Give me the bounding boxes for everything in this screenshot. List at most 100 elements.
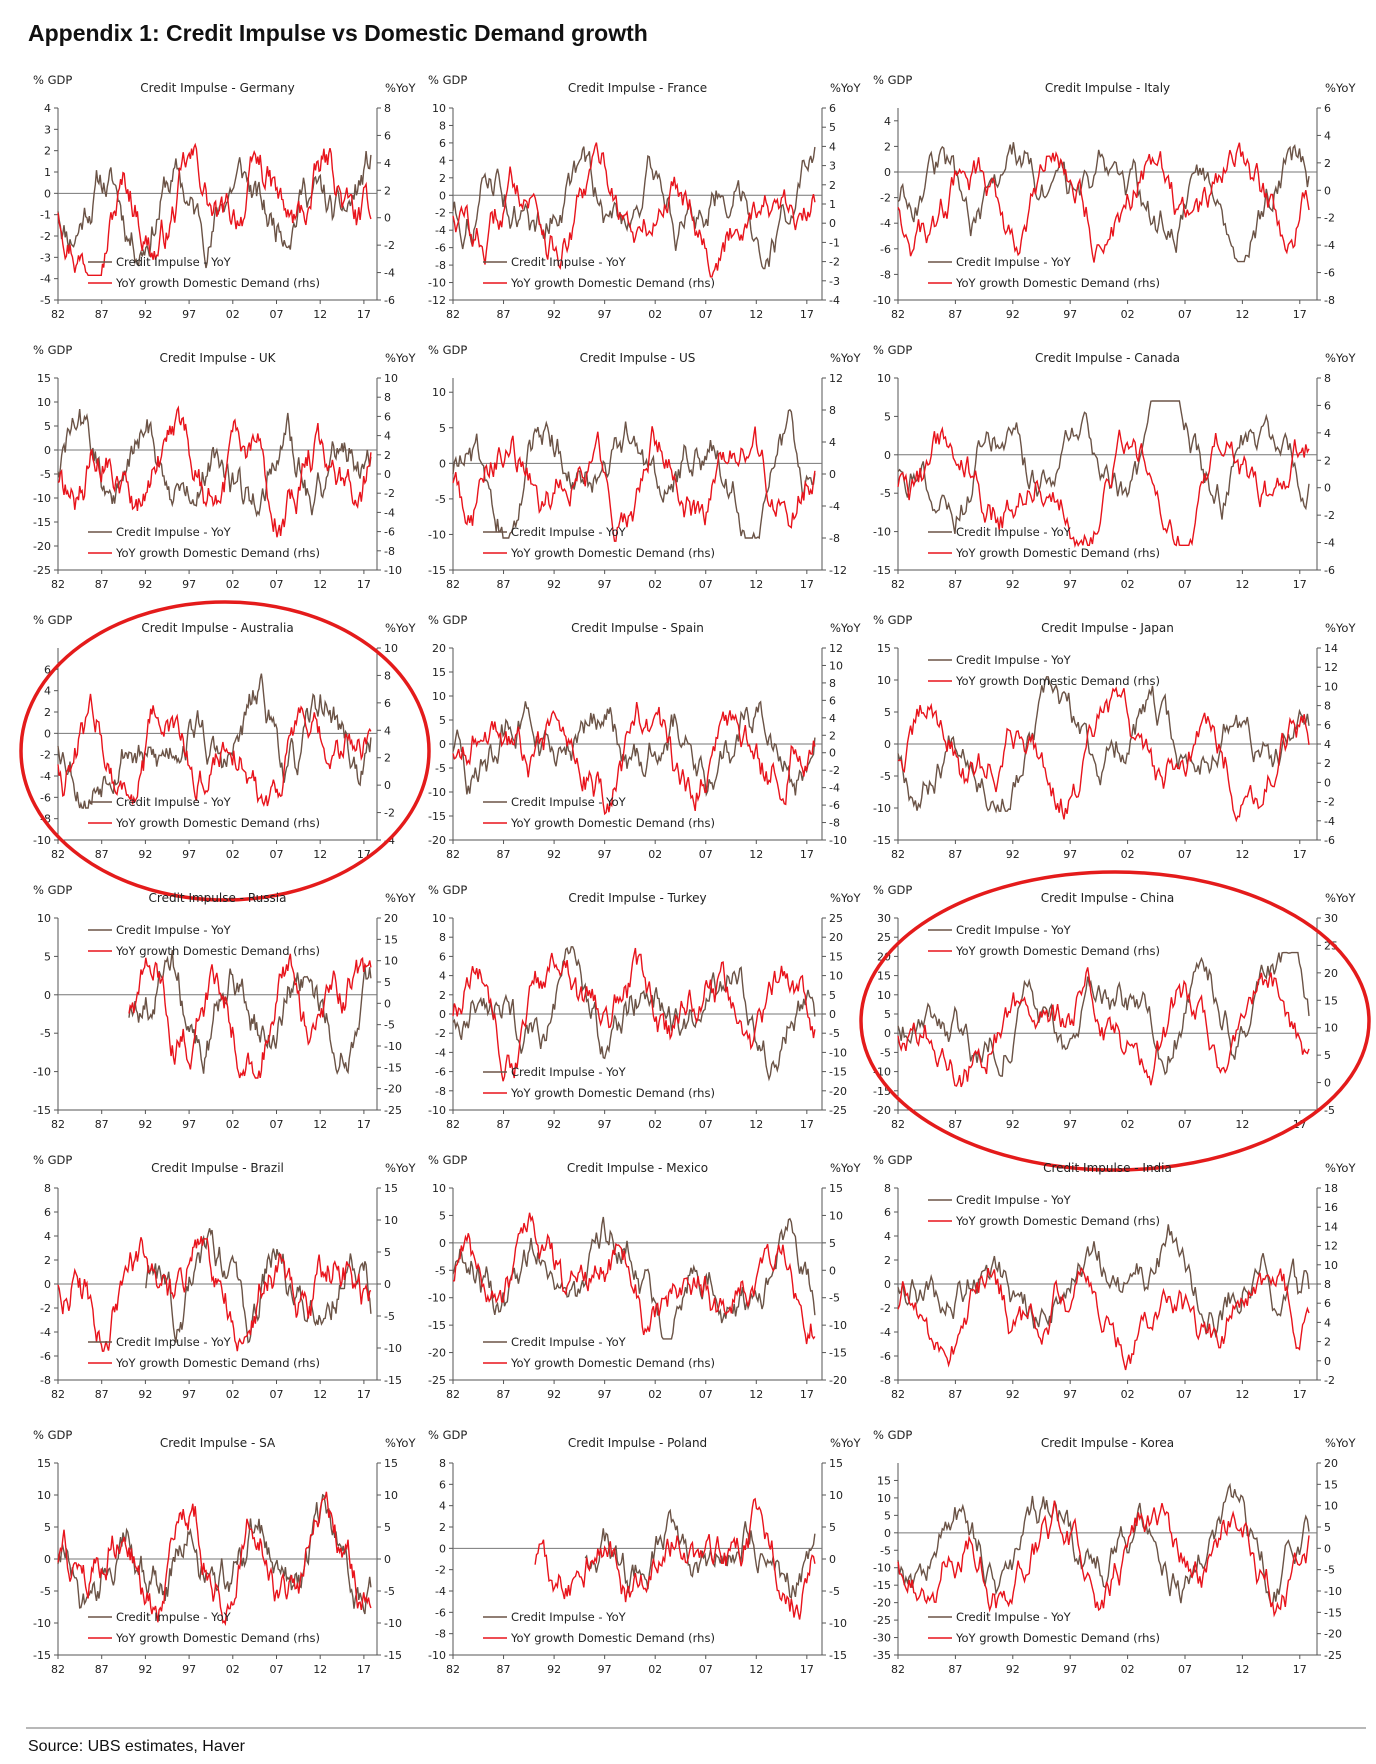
y2-tick-label: 25	[1324, 939, 1338, 952]
y-tick-label: 0	[44, 727, 51, 740]
y2-tick-label: 8	[384, 391, 391, 404]
x-tick-label: 97	[1063, 1663, 1077, 1676]
domestic-demand-line	[897, 686, 1310, 823]
domestic-demand-line	[57, 405, 372, 538]
x-tick-label: 82	[51, 1388, 65, 1401]
y-tick-label: -5	[40, 294, 51, 307]
y2-tick-label: 0	[384, 997, 391, 1010]
y2-tick-label: 2	[1324, 1336, 1331, 1349]
y-tick-label: 4	[439, 1500, 446, 1513]
x-tick-label: 87	[497, 848, 511, 861]
y2-tick-label: 10	[829, 970, 843, 983]
y2-tick-label: -1	[829, 236, 840, 249]
y2-tick-label: 2	[829, 179, 836, 192]
y2-tick-label: 4	[384, 157, 391, 170]
y2-tick-label: -10	[384, 1040, 402, 1053]
x-tick-label: 12	[313, 578, 327, 591]
left-axis-unit: % GDP	[33, 1153, 72, 1167]
chart-title: Credit Impulse - Japan	[1041, 621, 1174, 635]
credit-impulse-line	[452, 146, 816, 270]
x-tick-label: 92	[547, 848, 561, 861]
domestic-demand-line	[452, 1212, 816, 1345]
y2-tick-label: -2	[384, 487, 395, 500]
y-tick-label: 0	[884, 1527, 891, 1540]
legend-demand-label: YoY growth Domestic Demand (rhs)	[955, 944, 1160, 958]
y2-tick-label: 8	[1324, 700, 1331, 713]
y2-tick-label: 6	[384, 410, 391, 423]
y-tick-label: 15	[877, 642, 891, 655]
x-tick-label: 97	[1063, 848, 1077, 861]
x-tick-label: 12	[749, 308, 763, 321]
y2-tick-label: 10	[1324, 1500, 1338, 1513]
y-tick-label: 10	[37, 912, 51, 925]
x-tick-label: 02	[226, 578, 240, 591]
domestic-demand-line	[534, 1497, 816, 1620]
x-tick-label: 12	[749, 578, 763, 591]
y-tick-label: 10	[432, 1182, 446, 1195]
x-tick-label: 07	[1178, 848, 1192, 861]
y-tick-label: -15	[428, 810, 446, 823]
y2-tick-label: 5	[1324, 1521, 1331, 1534]
y-tick-label: -2	[880, 192, 891, 205]
y2-tick-label: -6	[1324, 834, 1335, 847]
y-tick-label: 0	[884, 449, 891, 462]
legend-demand-label: YoY growth Domestic Demand (rhs)	[955, 546, 1160, 560]
chart-turkey: Credit Impulse - Turkey % GDP %YoY -10 -8 -6 -…	[428, 883, 861, 1131]
x-tick-label: 92	[547, 1118, 561, 1131]
y2-tick-label: 10	[1324, 1259, 1338, 1272]
credit-impulse-line	[452, 700, 816, 798]
legend-credit-label: Credit Impulse - YoY	[116, 255, 232, 269]
y-tick-label: 5	[884, 410, 891, 423]
x-tick-label: 07	[699, 1663, 713, 1676]
y-tick-label: -12	[428, 294, 446, 307]
x-tick-label: 82	[51, 578, 65, 591]
right-axis-unit: %YoY	[1325, 351, 1356, 365]
y-tick-label: 30	[877, 912, 891, 925]
right-axis-unit: %YoY	[830, 621, 861, 635]
y-tick-label: -8	[435, 1085, 446, 1098]
y-tick-label: 3	[44, 123, 51, 136]
y-tick-label: -4	[435, 224, 446, 237]
y2-tick-label: 5	[384, 1521, 391, 1534]
legend-demand-label: YoY growth Domestic Demand (rhs)	[115, 546, 320, 560]
legend-credit-label: Credit Impulse - YoY	[116, 1335, 232, 1349]
y2-tick-label: 15	[384, 933, 398, 946]
chart-title: Credit Impulse - Germany	[140, 81, 294, 95]
y2-tick-label: 0	[1324, 482, 1331, 495]
legend-demand-label: YoY growth Domestic Demand (rhs)	[510, 816, 715, 830]
x-tick-label: 92	[138, 848, 152, 861]
x-tick-label: 82	[51, 848, 65, 861]
y-tick-label: 4	[439, 970, 446, 983]
y2-tick-label: 4	[1324, 1316, 1331, 1329]
x-tick-label: 97	[1063, 1118, 1077, 1131]
y2-tick-label: 10	[384, 372, 398, 385]
y-tick-label: -10	[33, 1066, 51, 1079]
y-tick-label: 8	[884, 1182, 891, 1195]
y-tick-label: -5	[435, 1264, 446, 1277]
x-tick-label: 92	[138, 1388, 152, 1401]
legend-credit-label: Credit Impulse - YoY	[511, 1065, 627, 1079]
y-tick-label: -4	[40, 1326, 51, 1339]
credit-impulse-line	[145, 1228, 372, 1344]
chart-china: Credit Impulse - China% GDP%YoY-20-15-10…	[859, 870, 1371, 1172]
y2-tick-label: 5	[829, 1237, 836, 1250]
y-tick-label: 6	[44, 663, 51, 676]
y-tick-label: -6	[40, 1350, 51, 1363]
credit-impulse-line	[897, 142, 1310, 263]
chart-australia: Credit Impulse - Australia% GDP%YoY-10-8…	[19, 600, 431, 902]
credit-impulse-line	[897, 676, 1310, 814]
y-tick-label: 1	[44, 166, 51, 179]
y-tick-label: 5	[439, 1209, 446, 1222]
y2-tick-label: 15	[829, 950, 843, 963]
left-axis-unit: % GDP	[873, 343, 912, 357]
x-tick-label: 92	[138, 1663, 152, 1676]
y2-tick-label: 2	[1324, 157, 1331, 170]
y2-tick-label: 10	[384, 955, 398, 968]
y2-tick-label: 8	[384, 669, 391, 682]
y-tick-label: 0	[439, 1237, 446, 1250]
y2-tick-label: -15	[384, 1374, 402, 1387]
y-tick-label: -6	[40, 791, 51, 804]
y-tick-label: 5	[884, 1509, 891, 1522]
x-tick-label: 82	[446, 1663, 460, 1676]
y-tick-label: 4	[439, 154, 446, 167]
